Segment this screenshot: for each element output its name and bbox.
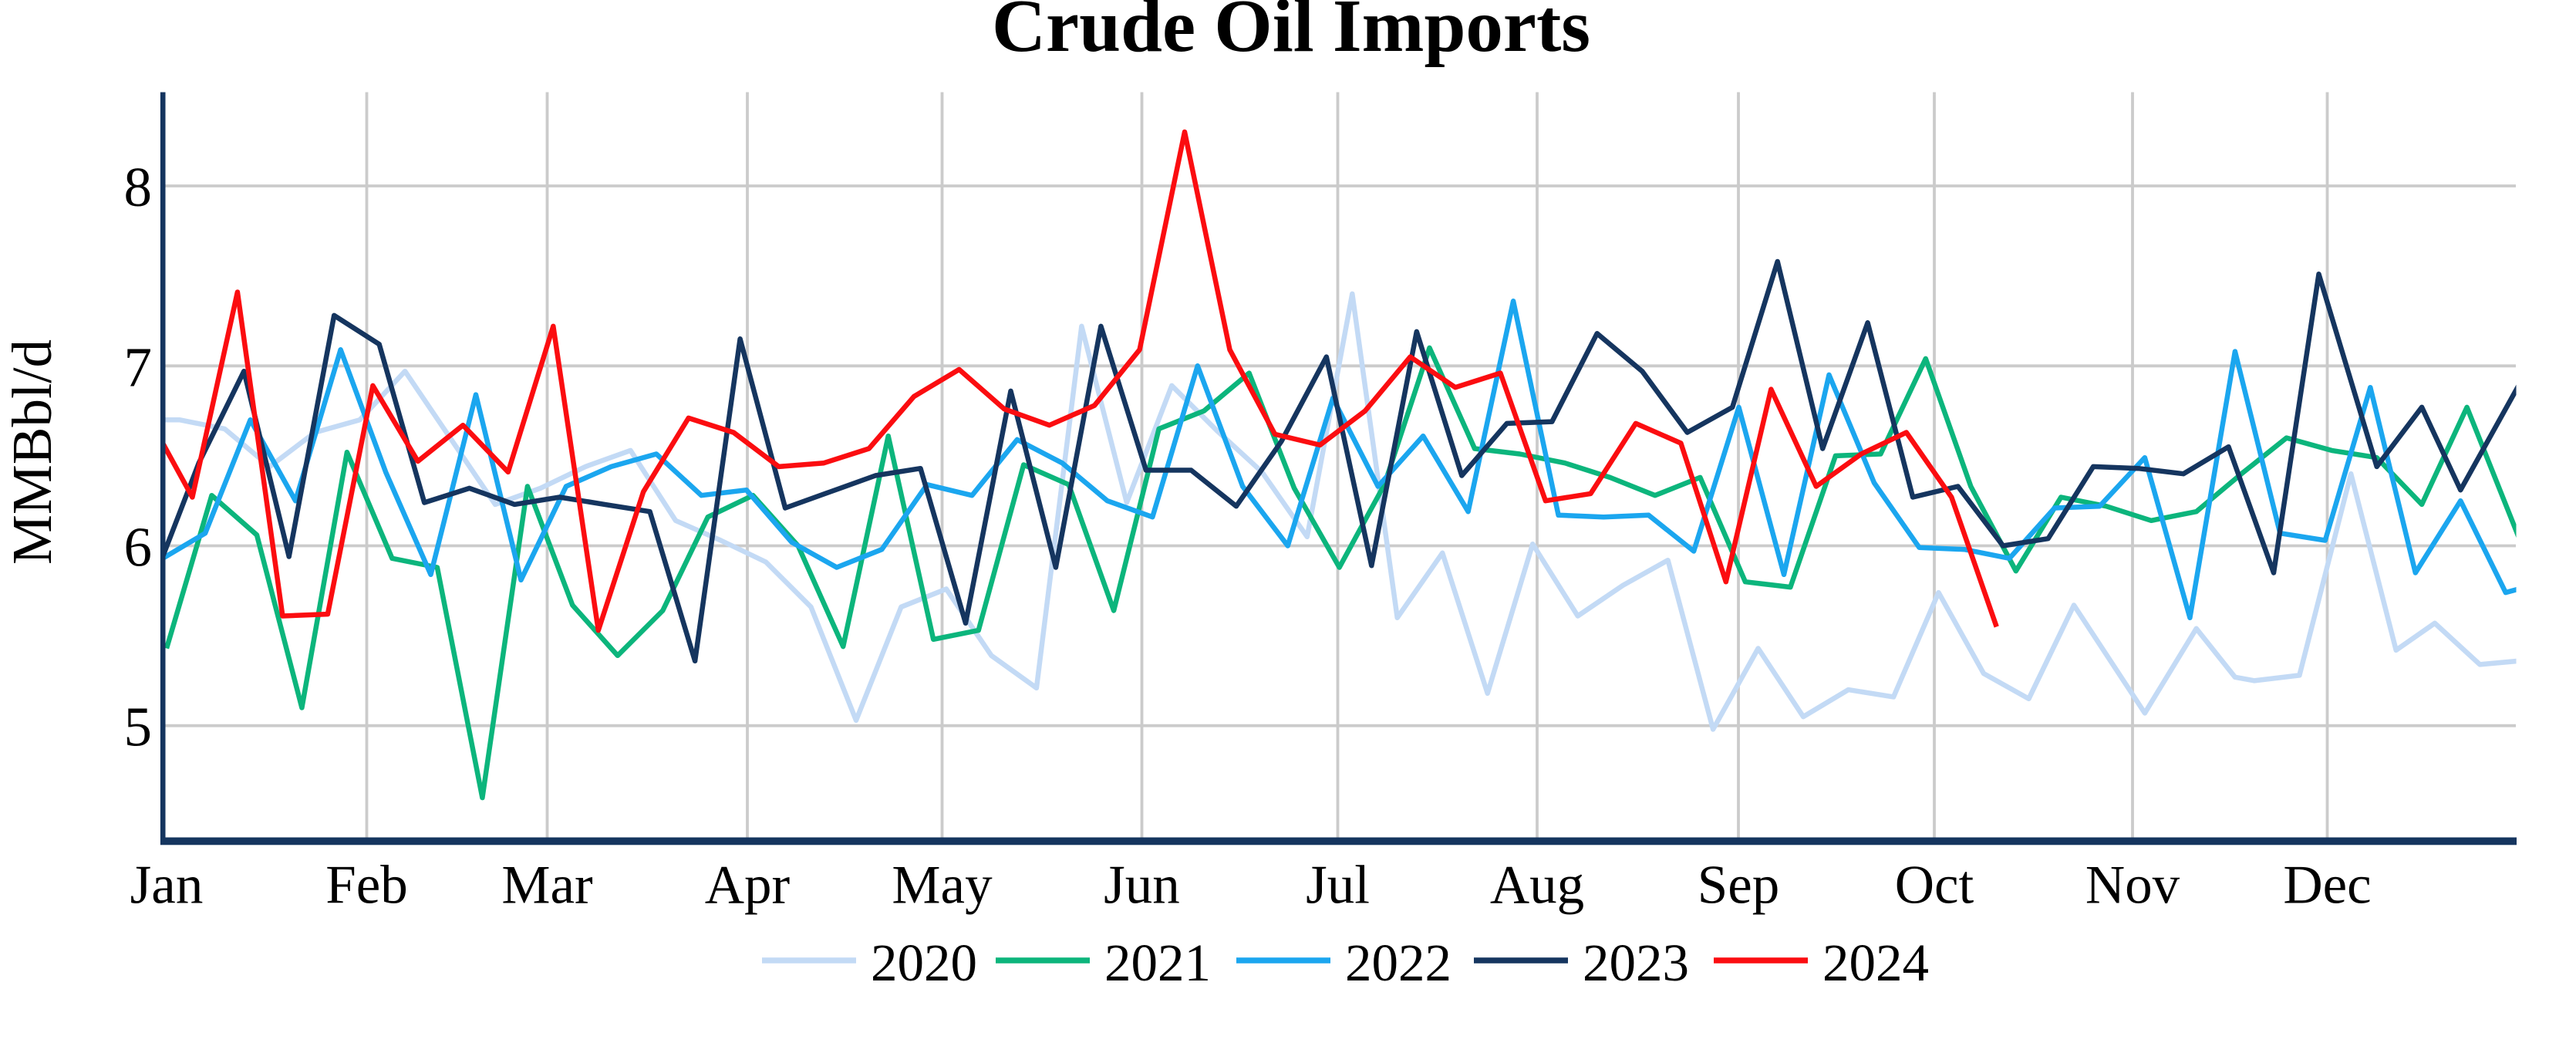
svg-text:Jul: Jul (1306, 856, 1370, 916)
svg-text:8: 8 (124, 156, 153, 218)
svg-text:Nov: Nov (2085, 856, 2180, 916)
svg-text:Crude Oil Imports: Crude Oil Imports (992, 0, 1590, 67)
svg-text:Sep: Sep (1698, 856, 1780, 916)
svg-text:Oct: Oct (1895, 856, 1974, 916)
svg-text:7: 7 (124, 336, 153, 398)
svg-text:2023: 2023 (1583, 933, 1689, 992)
svg-text:5: 5 (124, 696, 153, 758)
svg-text:Apr: Apr (705, 856, 791, 916)
svg-text:Dec: Dec (2283, 856, 2371, 916)
svg-text:Feb: Feb (325, 856, 408, 916)
svg-text:Jun: Jun (1104, 856, 1180, 916)
svg-text:Mar: Mar (501, 856, 593, 916)
svg-text:Jan: Jan (130, 856, 204, 916)
svg-text:May: May (892, 856, 993, 916)
svg-text:2020: 2020 (871, 933, 977, 992)
svg-text:Aug: Aug (1490, 856, 1584, 916)
svg-text:2022: 2022 (1345, 933, 1452, 992)
svg-text:2024: 2024 (1822, 933, 1929, 992)
svg-text:6: 6 (124, 516, 153, 579)
svg-text:2021: 2021 (1104, 933, 1211, 992)
svg-text:MMBbl/d: MMBbl/d (1, 339, 63, 565)
